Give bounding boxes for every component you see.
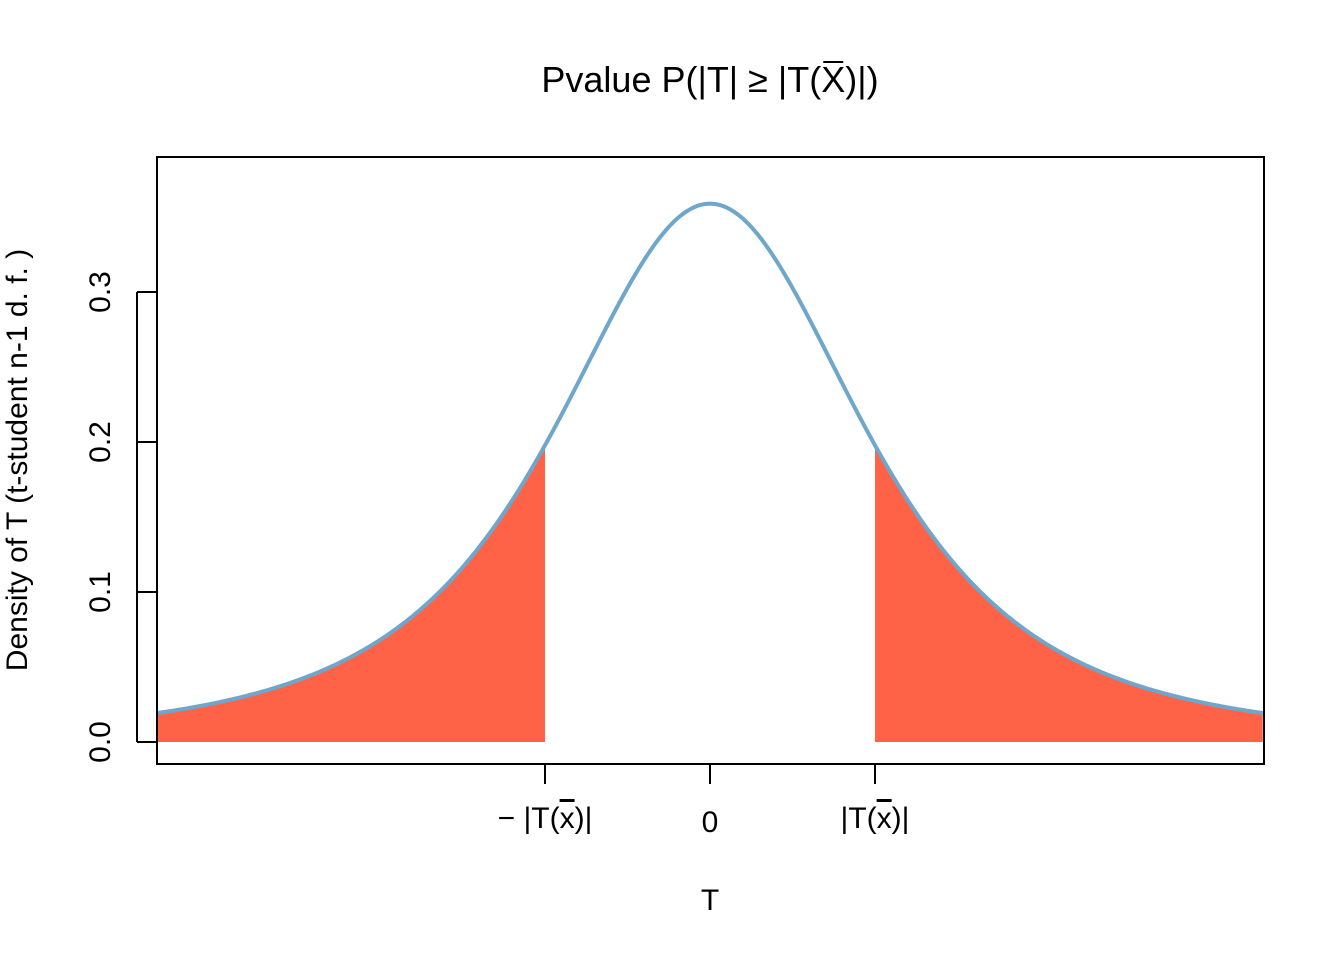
y-tick-label: 0.2	[84, 421, 117, 463]
x-tick-label: − |T(x)|	[498, 802, 593, 835]
right-tail-area	[875, 445, 1263, 742]
x-axis-label: T	[701, 884, 719, 917]
y-tick-label: 0.1	[84, 571, 117, 613]
y-tick-label: 0.0	[84, 721, 117, 763]
y-axis-label: Density of T (t-student n-1 d. f. )	[1, 249, 34, 671]
plot-area	[156, 201, 1264, 742]
title-suffix: )|)	[845, 59, 878, 100]
density-curve	[156, 201, 1264, 716]
chart-title: Pvalue P(|T| ≥ |T(X)|)	[541, 59, 878, 100]
title-prefix: Pvalue P(|T| ≥ |T(	[541, 59, 821, 100]
x-tick-label: 0	[702, 806, 719, 839]
x-tick-label: |T(x)|	[841, 802, 910, 835]
left-tail-area	[157, 445, 545, 742]
x-axis: − |T(x)| 0 |T(x)|	[498, 764, 910, 839]
y-axis: 0.0 0.1 0.2 0.3	[84, 271, 157, 763]
title-var: X	[821, 59, 845, 100]
y-tick-label: 0.3	[84, 271, 117, 313]
